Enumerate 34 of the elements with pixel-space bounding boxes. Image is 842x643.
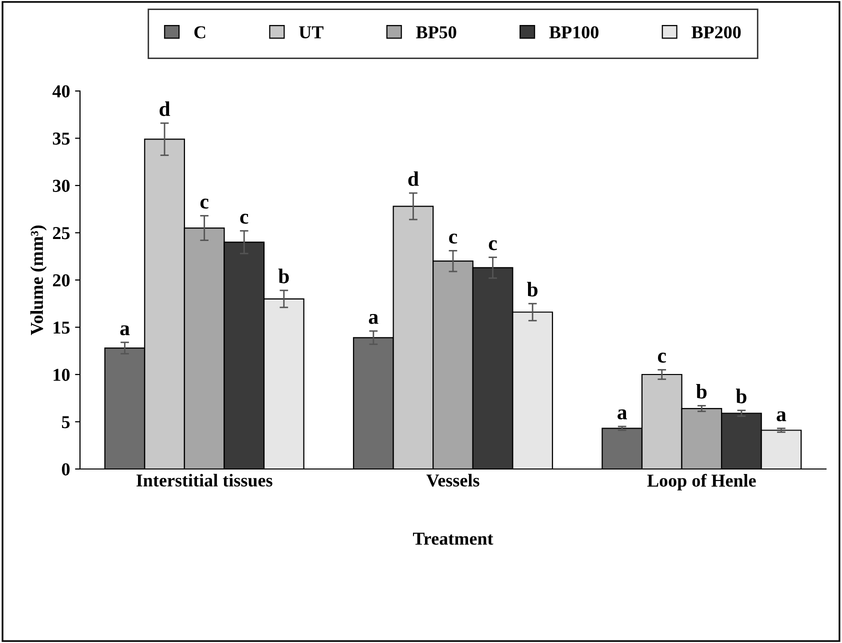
y-tick-label: 0 xyxy=(62,463,70,476)
legend-label: BP200 xyxy=(692,26,741,38)
data-label: d xyxy=(160,101,170,116)
y-tick-label: 40 xyxy=(52,85,70,98)
data-label: a xyxy=(120,325,130,336)
data-label: a xyxy=(618,409,627,420)
data-label: c xyxy=(449,234,458,244)
data-label: b xyxy=(696,384,707,399)
y-tick-label: 25 xyxy=(52,227,70,240)
y-tick-label: 10 xyxy=(54,368,70,381)
data-label: b xyxy=(736,388,746,404)
legend-label: UT xyxy=(299,26,324,38)
legend-label: C xyxy=(194,26,206,38)
x-axis-title: Treatment xyxy=(412,532,494,545)
y-tick-label: 5 xyxy=(62,416,70,428)
x-tick-label: Interstitial tissues xyxy=(136,474,272,487)
data-label: c xyxy=(488,240,497,250)
legend-label: BP100 xyxy=(549,26,598,38)
data-label: c xyxy=(658,352,666,363)
x-tick-label: Loop of Henle xyxy=(647,474,756,490)
y-tick-label: 35 xyxy=(52,132,70,145)
y-tick-label: 30 xyxy=(52,180,70,192)
data-label: c xyxy=(240,214,248,224)
y-tick-label: 15 xyxy=(54,322,70,334)
data-label: b xyxy=(278,268,289,284)
data-label: c xyxy=(200,198,208,209)
legend-label: BP50 xyxy=(416,26,456,38)
data-label: d xyxy=(408,171,419,186)
y-tick-label: 20 xyxy=(52,274,70,286)
data-label: a xyxy=(776,411,786,422)
x-tick-label: Vessels xyxy=(426,474,480,487)
data-label: a xyxy=(368,314,378,324)
data-label: b xyxy=(527,282,538,297)
y-axis-title: Volume (mm³) xyxy=(30,226,47,336)
